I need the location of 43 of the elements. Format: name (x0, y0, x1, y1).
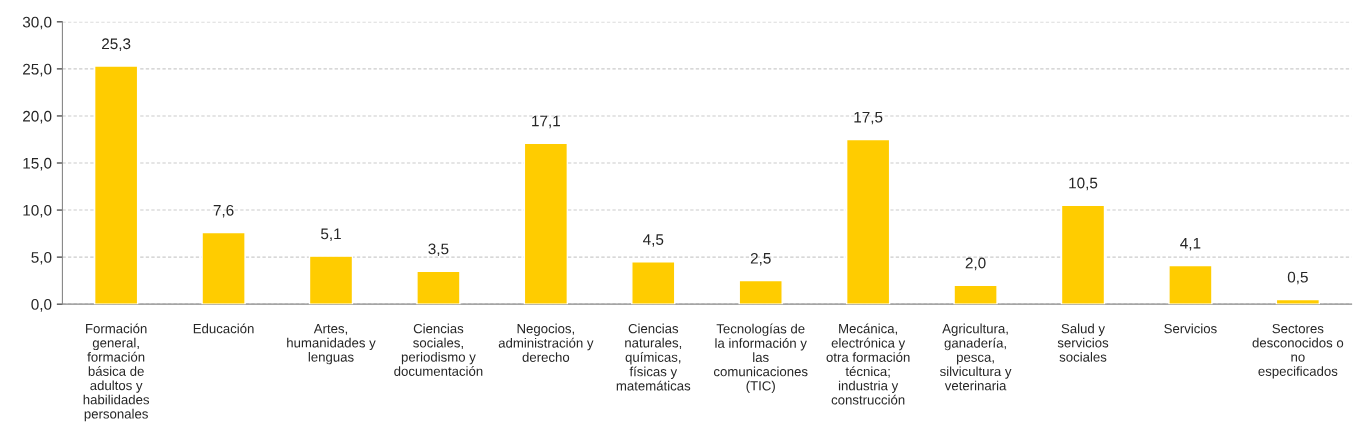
data-label: 17,1 (532, 115, 560, 129)
data-label: 2,5 (750, 252, 771, 266)
bar (1060, 204, 1106, 305)
data-label: 4,5 (643, 234, 664, 247)
y-tick-label: 10,0 (23, 204, 52, 218)
y-tick-label: 20,0 (23, 110, 52, 124)
data-label: 25,3 (102, 38, 131, 51)
y-tick-label: 0,0 (31, 299, 52, 312)
data-label: 3,5 (428, 243, 449, 257)
data-label: 0,5 (1287, 271, 1308, 285)
y-tick-label: 25,0 (23, 63, 52, 77)
x-tick-label: Agricultura, ganadería, pesca, silvicultura y veterinaria (940, 323, 1012, 391)
x-tick-label: Servicios (1164, 323, 1217, 334)
bar (308, 255, 354, 305)
bar (738, 279, 783, 305)
bar (1168, 264, 1213, 305)
data-label: 4,1 (1180, 238, 1201, 251)
data-label: 5,1 (320, 228, 341, 242)
bar (93, 65, 139, 305)
x-tick-label: Sectores desconocidos o no especificados (1252, 323, 1344, 379)
x-tick-label: Ciencias naturales, químicas, físicas y matemáticas (616, 323, 691, 391)
data-label: 10,5 (1069, 177, 1098, 191)
y-tick-label: 30,0 (22, 16, 52, 30)
bar (201, 231, 246, 305)
y-tick-label: 15,0 (23, 157, 52, 171)
x-tick-label: Salud y servicios sociales (1057, 323, 1109, 362)
bar (953, 284, 998, 305)
bar (845, 138, 891, 305)
bar (1275, 298, 1321, 305)
x-tick-label: Ciencias sociales, periodismo y documentación (394, 323, 483, 376)
x-tick-label: Tecnologías de la información y las comunicaciones (TIC) (713, 323, 808, 394)
bar (523, 142, 569, 305)
x-tick-label: Educación (193, 323, 254, 334)
data-label: 2,0 (965, 257, 986, 271)
x-tick-label: Formación general, formación básica de adultos y habilidades personales (83, 323, 150, 422)
data-label: 17,5 (854, 111, 883, 125)
x-tick-label: Negocios, administración y derecho (498, 323, 594, 362)
data-label: 7,6 (213, 204, 234, 218)
bar (416, 270, 461, 305)
x-tick-label: Artes, humanidades y lenguas (287, 324, 376, 365)
y-tick-label: 5,0 (31, 251, 52, 265)
x-tick-label: Mecánica, electrónica y otra formación técnica; industria y construcción (826, 323, 910, 405)
bar (631, 261, 676, 305)
